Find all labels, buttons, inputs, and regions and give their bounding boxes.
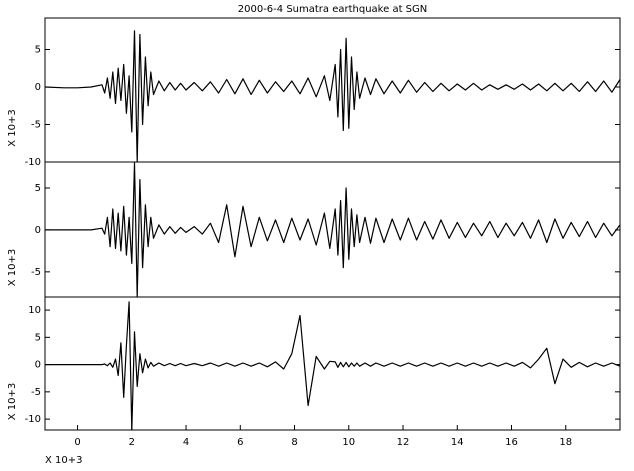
y-tick-label: -5 [31, 267, 41, 278]
x-axis-label: X 10+3 [45, 455, 83, 466]
x-tick-label: 16 [505, 437, 518, 448]
y-axis-label: X 10+3 [7, 109, 18, 147]
x-tick-label: 10 [342, 437, 355, 448]
x-tick-label: 0 [74, 437, 80, 448]
x-tick-label: 14 [451, 437, 464, 448]
plot-frame [44, 296, 621, 431]
x-tick-label: 2 [129, 437, 135, 448]
y-axis-label: X 10+3 [7, 383, 18, 421]
waveform [45, 301, 621, 431]
x-tick-label: 12 [397, 437, 410, 448]
waveform [45, 162, 621, 298]
x-tick-label: 6 [237, 437, 243, 448]
x-tick-label: 8 [291, 437, 297, 448]
x-tick-label: 18 [559, 437, 572, 448]
y-axis-label: X 10+3 [7, 249, 18, 287]
y-tick-label: 0 [35, 360, 41, 371]
y-tick-label: 5 [35, 183, 41, 194]
y-tick-label: 5 [35, 332, 41, 343]
plot-frame [44, 17, 621, 163]
y-tick-label: 10 [28, 305, 41, 316]
waveform [44, 30, 621, 163]
y-tick-label: 5 [35, 45, 41, 56]
y-tick-label: -10 [25, 157, 41, 168]
x-tick-label: 4 [183, 437, 189, 448]
y-tick-label: -5 [31, 387, 41, 398]
y-tick-label: -5 [31, 120, 41, 131]
y-tick-label: -10 [25, 414, 41, 425]
y-tick-label: 0 [35, 225, 41, 236]
chart-title: 2000-6-4 Sumatra earthquake at SGN [238, 4, 428, 15]
y-tick-label: 0 [35, 82, 41, 93]
